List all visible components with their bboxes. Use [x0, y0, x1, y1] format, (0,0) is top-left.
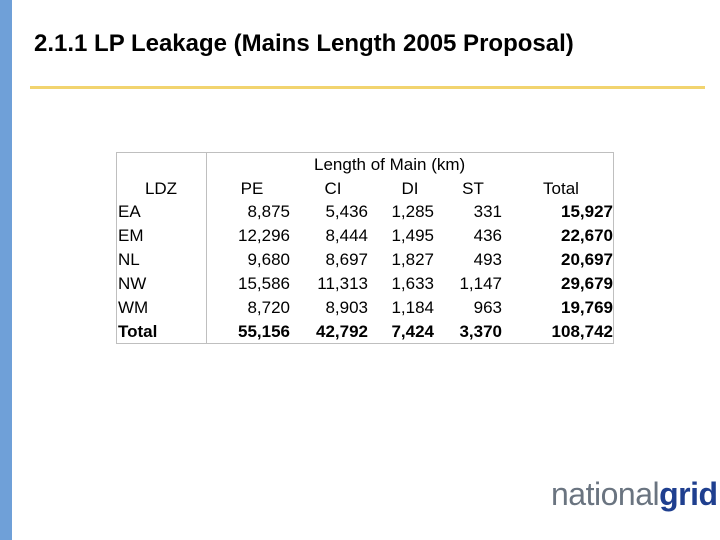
cell-st-row-1: 436 [473, 226, 502, 245]
cell-st-row-5: 3,370 [459, 322, 502, 341]
cell-ldz-row-4: WM [118, 298, 149, 317]
cell-ldz-row-1: EM [118, 226, 144, 245]
cell-total-row-0: 15,927 [561, 202, 613, 221]
column-header-pe: PE [240, 179, 264, 198]
column-header-ci: CI [324, 179, 342, 198]
cell-st-row-3: 1,147 [459, 274, 502, 293]
cell-total-row-3: 29,679 [561, 274, 613, 293]
table-divider-ldz [206, 152, 207, 344]
cell-pe-row-2: 9,680 [247, 250, 290, 269]
column-header-di: DI [401, 179, 419, 198]
cell-di-row-1: 1,495 [391, 226, 434, 245]
cell-total-row-1: 22,670 [561, 226, 613, 245]
group-header: Length of Main (km) [314, 155, 466, 174]
cell-ci-row-0: 5,436 [325, 202, 368, 221]
cell-ldz-row-2: NL [118, 250, 140, 269]
cell-st-row-2: 493 [473, 250, 502, 269]
cell-total-row-4: 19,769 [561, 298, 613, 317]
cell-ci-row-2: 8,697 [325, 250, 368, 269]
title-underline [30, 86, 705, 89]
column-header-ldz: LDZ [144, 179, 178, 198]
cell-di-row-0: 1,285 [391, 202, 434, 221]
cell-di-row-5: 7,424 [391, 322, 434, 341]
column-header-total: Total [543, 179, 579, 198]
logo-grid: grid [659, 476, 718, 512]
cell-pe-row-0: 8,875 [247, 202, 290, 221]
slide-title: 2.1.1 LP Leakage (Mains Length 2005 Prop… [34, 30, 574, 57]
national-grid-logo: nationalgrid [551, 476, 718, 513]
cell-total-row-2: 20,697 [561, 250, 613, 269]
cell-st-row-4: 963 [473, 298, 502, 317]
cell-ci-row-5: 42,792 [316, 322, 368, 341]
cell-di-row-2: 1,827 [391, 250, 434, 269]
table-divider-right [613, 152, 614, 344]
cell-ci-row-1: 8,444 [325, 226, 368, 245]
cell-pe-row-1: 12,296 [238, 226, 290, 245]
column-header-st: ST [462, 179, 484, 198]
cell-pe-row-4: 8,720 [247, 298, 290, 317]
cell-ci-row-3: 11,313 [317, 274, 368, 293]
logo-national: national [551, 476, 660, 512]
cell-total-row-5: 108,742 [551, 322, 613, 341]
cell-di-row-4: 1,184 [391, 298, 434, 317]
cell-ci-row-4: 8,903 [325, 298, 368, 317]
cell-pe-row-5: 55,156 [238, 322, 290, 341]
cell-ldz-row-3: NW [118, 274, 147, 293]
cell-ldz-row-5: Total [118, 322, 158, 341]
cell-ldz-row-0: EA [118, 202, 141, 221]
cell-di-row-3: 1,633 [391, 274, 434, 293]
cell-pe-row-3: 15,586 [238, 274, 290, 293]
left-accent-bar [0, 0, 12, 540]
cell-st-row-0: 331 [473, 202, 502, 221]
